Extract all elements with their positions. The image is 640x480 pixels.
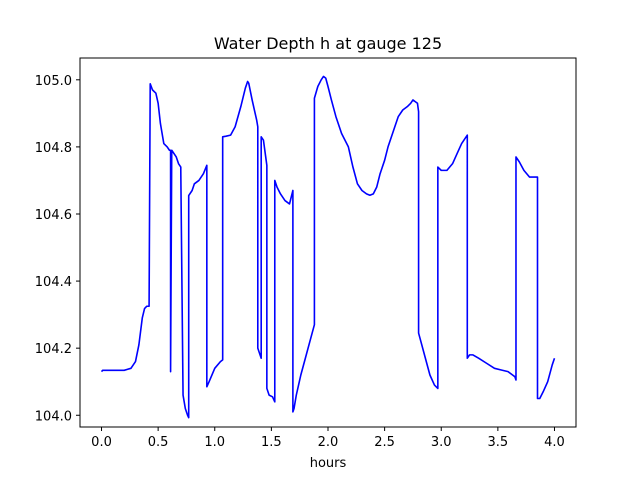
- y-tick-label: 104.2: [35, 342, 72, 357]
- x-axis-label: hours: [310, 456, 347, 471]
- x-tick-label: 3.5: [488, 435, 509, 450]
- plot-area: [79, 57, 577, 428]
- x-tick-label: 1.0: [204, 435, 225, 450]
- x-tick-label: 0.0: [91, 435, 112, 450]
- y-tick-label: 104.4: [35, 275, 72, 290]
- x-tick-label: 0.5: [148, 435, 169, 450]
- x-tick-label: 1.5: [261, 435, 282, 450]
- y-tick-label: 105.0: [35, 74, 72, 89]
- chart-title: Water Depth h at gauge 125: [214, 34, 442, 53]
- x-tick-label: 3.0: [431, 435, 452, 450]
- y-tick-label: 104.6: [35, 208, 72, 223]
- y-axis: 104.0 104.2 104.4 104.6 104.8 105.0: [35, 74, 80, 424]
- x-tick-label: 2.5: [374, 435, 395, 450]
- x-tick-label: 2.0: [318, 435, 339, 450]
- x-tick-label: 4.0: [544, 435, 565, 450]
- plot-background: [80, 58, 576, 427]
- x-axis: 0.0 0.5 1.0 1.5 2.0 2.5 3.0 3.5 4.0: [91, 427, 565, 450]
- y-tick-label: 104.0: [35, 409, 72, 424]
- series-line: [100, 75, 556, 419]
- y-tick-label: 104.8: [35, 141, 72, 156]
